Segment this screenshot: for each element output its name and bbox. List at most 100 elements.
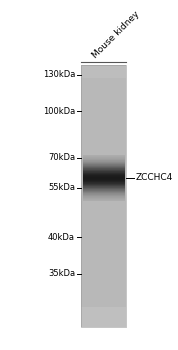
Bar — [81, 138, 126, 139]
Bar — [81, 71, 126, 72]
Bar — [83, 175, 125, 176]
Bar — [81, 280, 126, 281]
Text: Mouse kidney: Mouse kidney — [91, 9, 142, 60]
Bar — [81, 313, 126, 314]
Bar — [81, 220, 126, 221]
Bar — [81, 135, 126, 136]
Bar — [81, 126, 126, 127]
Bar — [81, 274, 126, 275]
Bar — [81, 120, 126, 121]
Bar — [81, 241, 126, 242]
Bar — [81, 249, 126, 250]
Bar — [81, 132, 126, 133]
Bar — [81, 188, 126, 189]
Bar — [81, 134, 126, 135]
Bar — [81, 97, 126, 98]
Bar — [81, 176, 126, 177]
Bar — [81, 108, 126, 109]
Bar — [81, 174, 126, 175]
Bar — [81, 230, 126, 231]
Bar — [81, 234, 126, 235]
Bar — [83, 195, 125, 196]
Bar — [81, 156, 126, 157]
Bar — [81, 228, 126, 229]
Bar — [81, 65, 126, 66]
Bar — [81, 301, 126, 302]
Bar — [81, 196, 126, 197]
Bar — [81, 288, 126, 289]
Bar — [81, 265, 126, 266]
Bar — [83, 200, 125, 201]
Bar — [81, 131, 126, 132]
Bar — [83, 185, 125, 186]
Bar — [81, 198, 126, 199]
Bar — [81, 298, 126, 299]
Bar — [81, 115, 126, 116]
Bar — [81, 226, 126, 228]
Bar — [81, 256, 126, 257]
Bar — [81, 157, 126, 158]
Bar — [81, 239, 126, 240]
Bar — [81, 65, 126, 327]
Bar — [81, 270, 126, 271]
Bar — [81, 296, 126, 298]
Bar — [81, 209, 126, 210]
Bar — [81, 80, 126, 81]
Bar — [81, 315, 126, 316]
Bar — [81, 320, 126, 321]
Bar — [81, 264, 126, 265]
Bar — [83, 166, 125, 167]
Bar — [81, 233, 126, 235]
Bar — [81, 128, 126, 129]
Bar — [81, 177, 126, 178]
Bar — [81, 183, 126, 184]
Bar — [81, 309, 126, 310]
Bar — [81, 292, 126, 293]
Bar — [83, 163, 125, 164]
Bar — [81, 317, 126, 318]
Bar — [81, 69, 126, 70]
Bar — [81, 316, 126, 317]
Bar — [81, 199, 126, 201]
Bar — [81, 259, 126, 260]
Bar — [81, 119, 126, 120]
Bar — [83, 169, 125, 170]
Bar — [81, 289, 126, 290]
Bar — [81, 185, 126, 186]
Bar — [81, 287, 126, 288]
Text: 100kDa: 100kDa — [43, 107, 75, 116]
Bar — [81, 95, 126, 96]
Bar — [81, 142, 126, 143]
Bar — [81, 312, 126, 313]
Bar — [81, 152, 126, 153]
Bar — [81, 98, 126, 99]
Text: 40kDa: 40kDa — [48, 233, 75, 242]
Bar — [81, 184, 126, 185]
Bar — [81, 257, 126, 258]
Bar — [81, 247, 126, 248]
Bar — [81, 299, 126, 300]
Bar — [83, 189, 125, 190]
Text: 70kDa: 70kDa — [48, 153, 75, 162]
Bar — [81, 222, 126, 223]
Bar — [81, 92, 126, 93]
Bar — [83, 193, 125, 194]
Bar — [81, 244, 126, 245]
Bar — [81, 322, 126, 323]
Bar — [83, 159, 125, 160]
Bar — [81, 110, 126, 111]
Bar — [83, 176, 125, 177]
Text: 35kDa: 35kDa — [48, 270, 75, 279]
Bar — [81, 279, 126, 280]
Bar — [81, 190, 126, 191]
Bar — [81, 180, 126, 181]
Bar — [81, 116, 126, 117]
Bar — [83, 199, 125, 200]
Bar — [81, 219, 126, 220]
Bar — [81, 252, 126, 253]
Bar — [81, 214, 126, 215]
Bar — [81, 106, 126, 107]
Bar — [81, 89, 126, 90]
Bar — [81, 235, 126, 236]
Bar — [81, 304, 126, 305]
